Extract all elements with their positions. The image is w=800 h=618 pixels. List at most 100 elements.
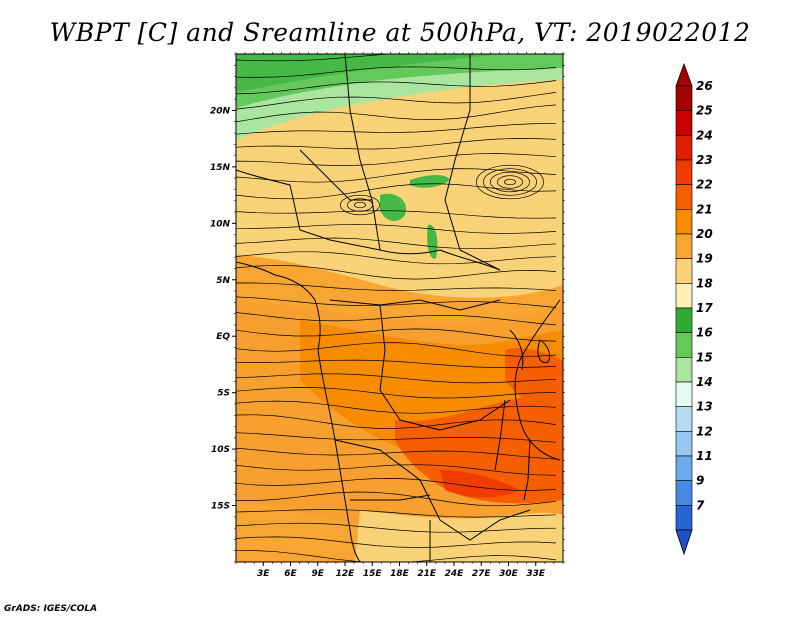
lat-tick-label: 10S	[211, 445, 230, 455]
colorbar-label: 15	[696, 350, 713, 364]
streamline	[236, 80, 557, 95]
field-patch-17-b	[410, 175, 450, 188]
field-region-23	[440, 470, 520, 498]
streamline	[236, 359, 557, 368]
border-g	[379, 304, 511, 431]
streamline	[236, 509, 557, 518]
field-patch-17-c	[427, 224, 438, 259]
vortex-streamline	[476, 164, 544, 200]
colorbar: 26 25 24 23 22 21 20 19 18 17 16 15 14 13 12 11 9 7	[675, 62, 713, 556]
lat-tick-label: EQ	[216, 332, 230, 342]
streamline	[236, 414, 557, 429]
colorbar-swatch	[675, 455, 693, 481]
streamline	[236, 296, 557, 308]
streamlines	[236, 54, 557, 562]
streamline	[236, 210, 557, 219]
colorbar-label: 13	[696, 400, 713, 414]
streamline	[236, 536, 557, 548]
lon-tick-label: 27E	[472, 569, 492, 579]
colorbar-label: 14	[696, 375, 713, 389]
streamline	[236, 264, 557, 280]
coastline-west	[236, 261, 321, 351]
colorbar-label: 21	[696, 202, 713, 216]
lon-tick-label: 18E	[390, 569, 410, 579]
streamline	[236, 122, 557, 135]
lat-tick-label: 20N	[210, 106, 231, 116]
colorbar-label: 11	[696, 449, 713, 463]
streamline	[236, 104, 557, 123]
colorbar-label: 19	[696, 252, 713, 266]
streamline	[236, 550, 557, 562]
streamline	[236, 447, 557, 460]
streamline	[236, 54, 393, 62]
colorbar-swatch	[675, 135, 693, 161]
streamline	[236, 168, 557, 183]
grads-credit: GrADS: IGES/COLA	[4, 604, 98, 614]
colorbar-swatch	[675, 381, 693, 407]
streamline	[236, 237, 557, 250]
lat-tick-label: 5S	[217, 389, 230, 399]
field-region-17b	[236, 54, 500, 92]
colorbar-swatch	[675, 357, 693, 383]
lon-tick-label: 9E	[312, 569, 325, 579]
colorbar-label: 16	[696, 326, 713, 340]
colorbar-swatch	[675, 110, 693, 136]
coastline-east	[514, 299, 561, 461]
lat-tick-label: 15S	[211, 502, 230, 512]
vortex-streamline	[497, 175, 523, 189]
colorbar-label: 23	[696, 153, 713, 167]
colorbar-swatch	[675, 159, 693, 185]
colorbar-swatch	[675, 431, 693, 457]
vortex-streamline	[490, 171, 530, 193]
lon-tick-label: 33E	[526, 569, 546, 579]
streamline	[236, 183, 557, 200]
field-patch-17-a	[380, 193, 406, 222]
colorbar-swatch	[675, 258, 693, 284]
field-region-south-19	[355, 510, 563, 562]
chart-title: WBPT [C] and Sreamline at 500hPa, VT: 20…	[49, 18, 751, 47]
colorbar-swatch	[675, 505, 693, 531]
colorbar-label: 20	[696, 227, 713, 241]
latitude-axis: 20N 15N 10N 5N EQ 5S 10S 15S	[210, 53, 565, 563]
coastline-southwest	[317, 349, 361, 562]
lat-tick-label: 15N	[210, 163, 231, 173]
lon-tick-label: 21E	[417, 569, 437, 579]
lat-tick-label: 5N	[216, 276, 230, 286]
longitude-axis: 3E 6E 9E 12E 15E 18E 21E 24E 27E 30E 33E	[235, 52, 564, 579]
country-borders	[236, 54, 561, 562]
lon-tick-label: 3E	[257, 569, 270, 579]
streamline	[236, 522, 557, 533]
colorbar-swatch	[675, 283, 693, 309]
lon-tick-label: 30E	[499, 569, 519, 579]
border-b	[444, 54, 501, 271]
streamline	[236, 478, 557, 491]
field-region-22-coast	[505, 348, 563, 420]
streamline	[236, 223, 557, 234]
colorbar-label: 26	[696, 79, 713, 93]
lon-tick-label: 15E	[363, 569, 383, 579]
border-f	[329, 299, 501, 311]
colorbar-label: 12	[696, 424, 713, 438]
streamline	[236, 328, 557, 342]
border-c	[379, 249, 501, 271]
colorbar-bottom-arrow	[675, 529, 693, 556]
wbpt-shading	[236, 54, 563, 562]
colorbar-swatch	[675, 85, 693, 111]
lake-outline	[537, 339, 551, 364]
streamline	[236, 464, 557, 476]
field-region-south-20	[236, 500, 374, 562]
colorbar-label: 9	[696, 474, 704, 488]
vortex-streamline	[354, 201, 366, 209]
colorbar-swatch	[675, 233, 693, 259]
border-h	[334, 439, 531, 541]
vortex-streamline	[340, 194, 380, 216]
streamline	[236, 432, 557, 443]
colorbar-swatch	[675, 209, 693, 235]
colorbar-label: 22	[696, 178, 713, 192]
streamline	[236, 387, 557, 399]
lake-victoria	[509, 329, 524, 371]
colorbar-swatch	[675, 406, 693, 432]
colorbar-label: 17	[696, 301, 713, 315]
vortex-streamline	[483, 168, 537, 196]
streamline	[236, 312, 557, 326]
